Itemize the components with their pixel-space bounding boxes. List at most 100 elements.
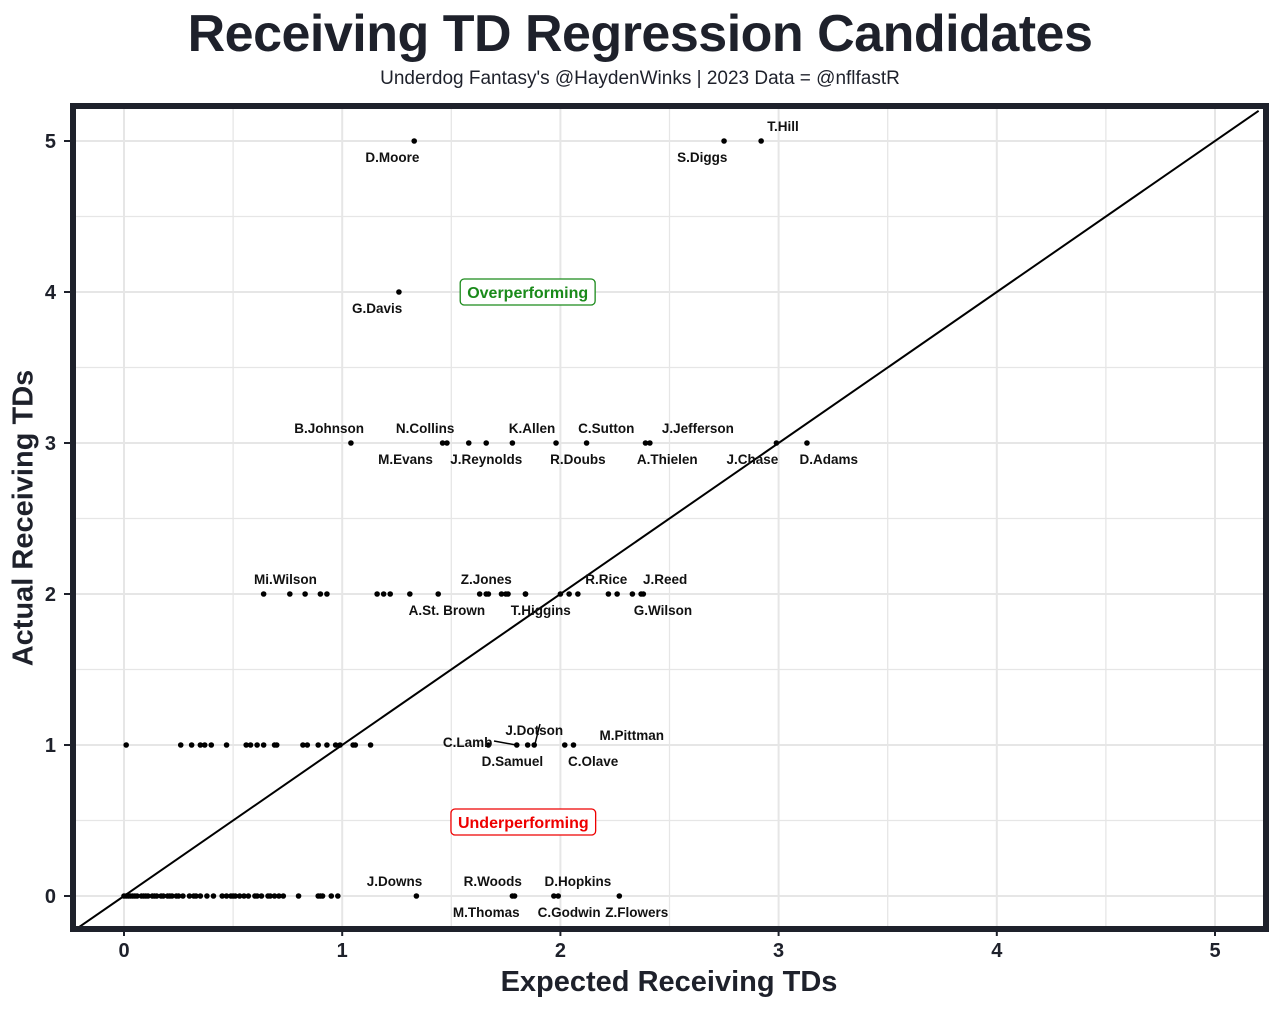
x-tick-label: 5 <box>1209 940 1220 962</box>
data-point <box>367 742 374 748</box>
data-point-d-hopkins <box>555 893 562 899</box>
point-label: A.St. Brown <box>409 603 486 618</box>
reference-line-y-equals-x <box>75 109 1260 931</box>
data-point <box>153 893 160 899</box>
data-point-r-rice <box>566 591 572 597</box>
point-label: Z.Flowers <box>605 905 668 920</box>
data-point <box>193 893 199 899</box>
data-point <box>186 893 193 899</box>
data-point <box>177 742 184 748</box>
point-label: D.Moore <box>365 150 419 165</box>
data-point-j-downs <box>413 893 420 899</box>
point-label: N.Collins <box>396 421 455 436</box>
point-label: B.Johnson <box>294 421 364 436</box>
data-point-r-woods <box>511 893 518 899</box>
y-tick-label: 3 <box>45 433 56 455</box>
data-point-mi-wilson <box>260 591 267 597</box>
leader-line <box>534 723 541 745</box>
data-point <box>201 742 208 748</box>
data-point-n-collins <box>444 440 450 446</box>
data-point <box>337 742 343 748</box>
x-axis-label: Expected Receiving TDs <box>500 966 838 998</box>
data-point <box>324 742 330 748</box>
data-point <box>605 591 612 597</box>
data-point <box>204 893 210 899</box>
data-point <box>188 742 195 748</box>
y-tick-label: 0 <box>45 886 56 908</box>
data-point-z-flowers <box>616 893 623 899</box>
data-point <box>160 893 167 899</box>
data-point <box>465 440 472 446</box>
point-label: T.Hill <box>767 119 799 134</box>
point-labels: D.Moore T.Hill S.Diggs G.Davis B.Johnson M.Ev… <box>254 119 858 920</box>
annotation-text: Underperforming <box>458 815 589 832</box>
data-point <box>505 591 511 597</box>
data-point <box>243 742 249 748</box>
data-point <box>223 893 230 899</box>
point-label: R.Woods <box>464 874 522 889</box>
data-point <box>208 742 215 748</box>
data-point-m-pittman <box>570 742 577 748</box>
data-point <box>247 742 254 748</box>
plot-frame <box>70 103 1269 932</box>
data-point <box>271 893 278 899</box>
point-label: J.Chase <box>727 452 779 467</box>
data-point-j-jefferson <box>647 440 653 446</box>
data-point <box>180 893 186 899</box>
data-point <box>219 893 225 899</box>
data-point <box>524 742 531 748</box>
data-point-b-johnson <box>348 440 354 446</box>
point-label: K.Allen <box>509 421 556 436</box>
x-tick-label: 2 <box>555 940 566 962</box>
data-point-j-reynolds <box>483 440 490 446</box>
data-point <box>315 742 321 748</box>
annotation-box <box>450 808 597 836</box>
data-point <box>267 893 273 899</box>
data-point <box>629 591 636 597</box>
data-point <box>232 893 239 899</box>
data-point-c-godwin <box>551 893 557 899</box>
data-point <box>380 591 387 597</box>
point-label: J.Reed <box>643 572 687 587</box>
data-point-r-doubs <box>553 440 559 446</box>
y-tick-label: 1 <box>45 735 56 757</box>
grid <box>76 109 1263 926</box>
data-point-j-dotson <box>531 742 538 748</box>
data-point-c-olave <box>561 742 568 748</box>
point-label: Z.Jones <box>461 572 512 587</box>
data-point <box>332 742 339 748</box>
point-label: C.Lamb <box>443 735 493 750</box>
point-label: D.Samuel <box>482 754 544 769</box>
data-point-a-st-brown <box>435 591 442 597</box>
point-label: T.Higgins <box>511 603 571 618</box>
annotations: Overperforming Underperforming <box>450 278 597 836</box>
data-point <box>273 742 280 748</box>
data-point <box>197 742 204 748</box>
data-point <box>134 893 140 899</box>
point-label: J.Jefferson <box>662 421 734 436</box>
data-point <box>260 742 267 748</box>
data-point-g-davis <box>396 289 402 295</box>
data-point <box>287 591 293 597</box>
data-point <box>123 742 129 748</box>
data-point-j-chase <box>773 440 780 446</box>
data-point-z-jones <box>483 591 490 597</box>
data-point <box>352 742 359 748</box>
point-label: R.Doubs <box>550 452 606 467</box>
annotation-box <box>459 278 596 306</box>
annotation-underperforming: Underperforming <box>450 808 597 836</box>
data-point <box>210 893 217 899</box>
data-point <box>324 591 330 597</box>
data-point <box>254 742 260 748</box>
data-point <box>302 591 308 597</box>
point-label: C.Olave <box>568 754 619 769</box>
y-tick-label: 4 <box>45 282 57 304</box>
data-point <box>280 893 287 899</box>
point-label: J.Dotson <box>505 723 563 738</box>
data-point-d-samuel <box>513 742 520 748</box>
data-point <box>295 893 302 899</box>
data-point-t-hill <box>758 138 764 144</box>
point-label: Mi.Wilson <box>254 572 317 587</box>
data-point <box>476 591 483 597</box>
point-label: G.Wilson <box>634 603 692 618</box>
